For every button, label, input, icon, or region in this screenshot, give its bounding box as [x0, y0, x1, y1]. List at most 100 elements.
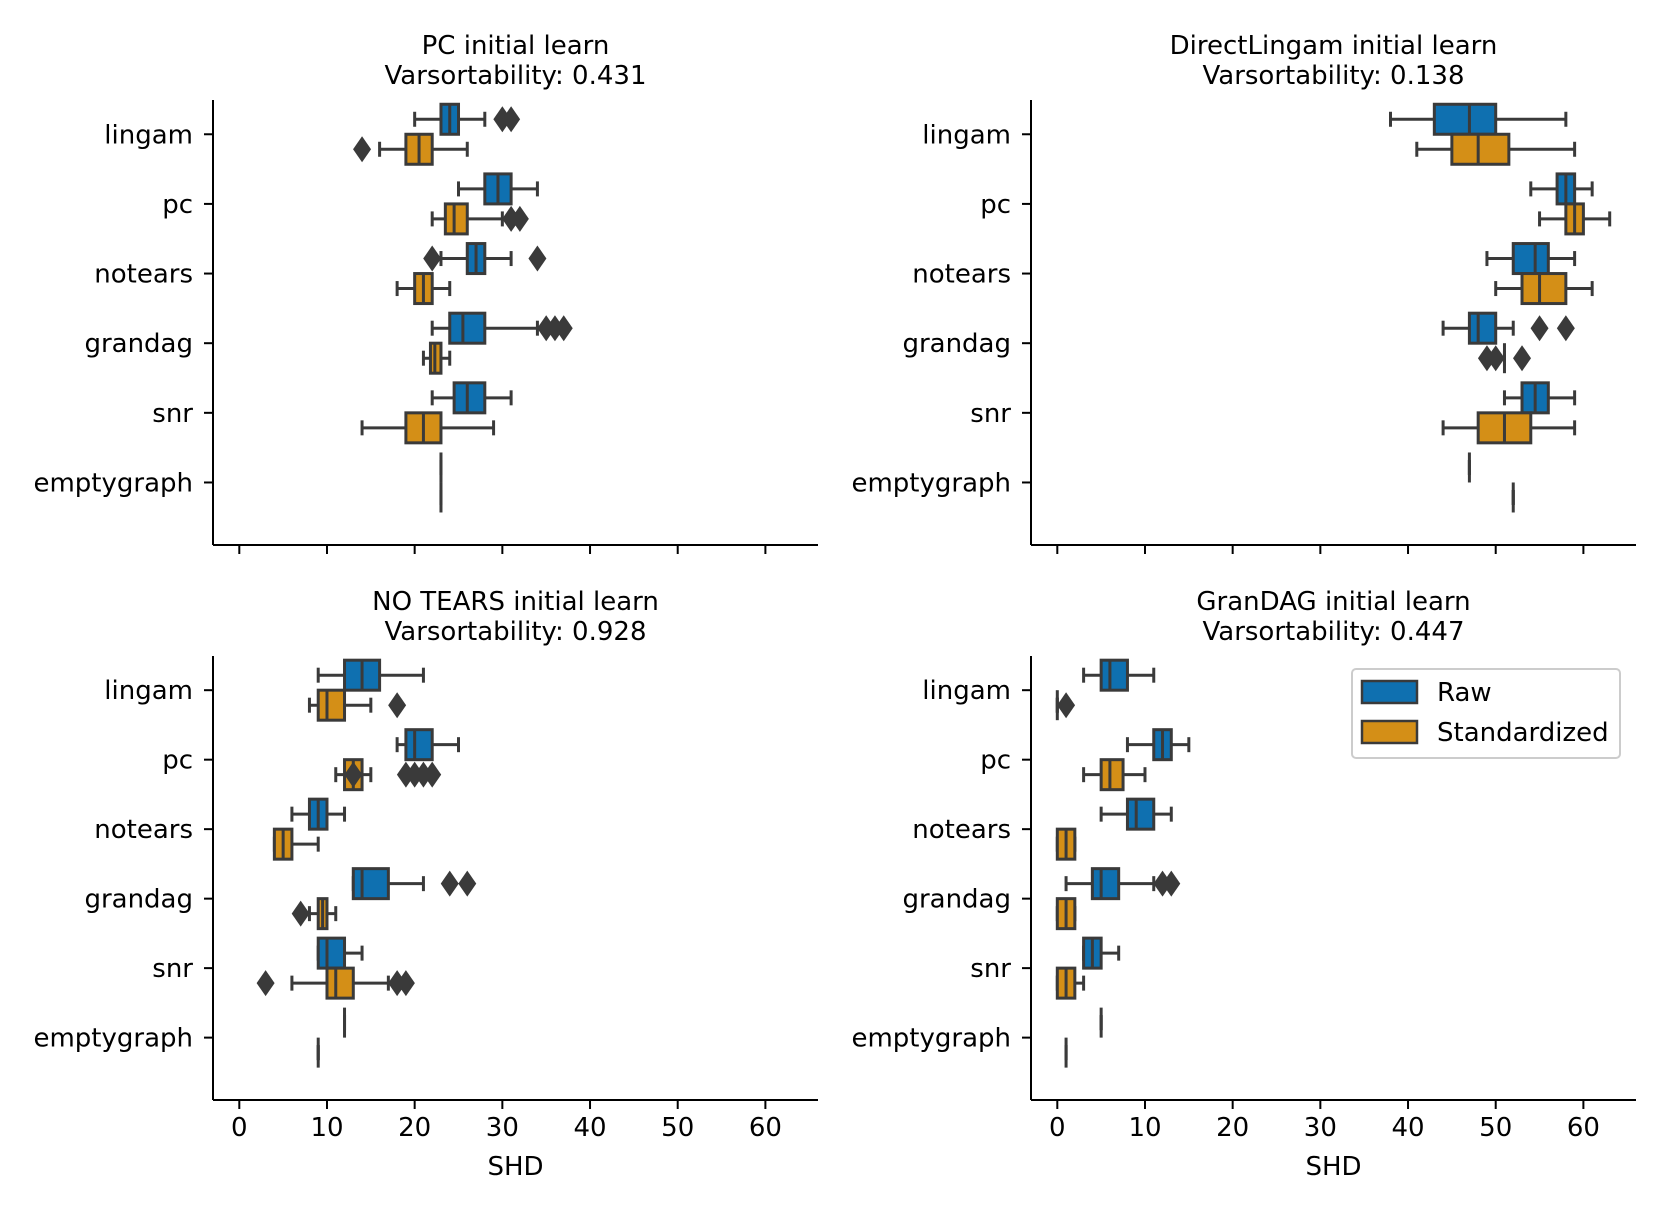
legend-standardized-swatch	[1360, 719, 1419, 745]
box-snr	[1502, 381, 1577, 415]
x-axis-label: SHD	[1305, 1152, 1361, 1182]
y-tick-label: lingam	[922, 676, 1011, 706]
y-tick-label: pc	[980, 190, 1011, 220]
y-tick-label: emptygraph	[851, 1024, 1011, 1054]
series-raw	[413, 102, 573, 483]
series-standardized	[1055, 690, 1147, 1068]
x-tick-label: 10	[310, 1113, 343, 1143]
box-grandag	[1477, 343, 1532, 374]
box-snr	[360, 411, 496, 445]
outlier-marker	[528, 245, 547, 272]
x-tick-label: 20	[398, 1113, 431, 1143]
panel-subtitle: Varsortability: 0.431	[385, 61, 647, 91]
panel-subtitle: Varsortability: 0.447	[1203, 617, 1465, 647]
legend-raw-label: Raw	[1437, 678, 1492, 708]
x-axis-label: SHD	[487, 1152, 543, 1182]
box-lingam	[307, 688, 407, 722]
box-lingam	[1082, 658, 1156, 692]
iqr-box	[452, 381, 487, 415]
iqr-box	[404, 728, 434, 762]
series-standardized	[1415, 132, 1612, 513]
box-grandag	[1055, 897, 1077, 931]
box-snr	[1441, 411, 1577, 445]
y-tick-label: emptygraph	[33, 468, 193, 498]
box-notears	[272, 827, 320, 861]
outlier-marker	[256, 970, 275, 997]
box-notears	[1494, 272, 1594, 306]
outlier-marker	[344, 761, 363, 788]
box-notears	[423, 242, 547, 276]
x-tick-label: 40	[573, 1113, 606, 1143]
y-tick-label: lingam	[104, 676, 193, 706]
x-tick-label: 60	[749, 1113, 782, 1143]
x-tick-label: 0	[1049, 1113, 1066, 1143]
box-lingam	[1415, 132, 1577, 166]
legend-raw-swatch	[1360, 679, 1419, 705]
outlier-marker	[1513, 345, 1532, 372]
box-notears	[395, 272, 452, 306]
iqr-box	[1432, 102, 1498, 136]
box-notears	[290, 797, 347, 831]
outlier-marker	[510, 205, 529, 232]
legend-frame	[1351, 668, 1621, 759]
x-tick-label: 0	[231, 1113, 248, 1143]
box-grandag	[291, 897, 338, 931]
outlier-marker	[458, 870, 477, 897]
y-tick-label: emptygraph	[851, 468, 1011, 498]
box-pc	[1125, 728, 1191, 762]
outlier-marker	[1556, 315, 1575, 342]
y-tick-label: snr	[970, 954, 1011, 984]
outlier-marker	[423, 245, 442, 272]
iqr-box	[1099, 658, 1129, 692]
outlier-marker	[396, 970, 415, 997]
y-tick-label: snr	[152, 954, 193, 984]
box-pc	[395, 728, 461, 762]
y-tick-label: notears	[94, 815, 193, 845]
box-grandag	[1064, 867, 1181, 901]
box-snr	[1055, 966, 1086, 1000]
box-snr	[256, 966, 415, 1000]
panel-subtitle: Varsortability: 0.928	[385, 617, 647, 647]
box-grandag	[1441, 311, 1575, 345]
iqr-box	[1090, 867, 1121, 901]
panel-subtitle: Varsortability: 0.138	[1203, 61, 1465, 91]
outlier-marker	[1057, 692, 1076, 719]
series-raw	[1064, 658, 1191, 1038]
x-tick-label: 10	[1128, 1113, 1161, 1143]
box-snr	[1082, 936, 1121, 970]
series-raw	[290, 658, 477, 1038]
y-tick-label: snr	[970, 399, 1011, 429]
box-pc	[1082, 758, 1147, 792]
box-pc	[430, 202, 529, 236]
legend: Raw Standardized	[1351, 668, 1621, 759]
x-tick-label: 50	[1479, 1113, 1512, 1143]
iqr-box	[1125, 797, 1156, 831]
y-tick-label: lingam	[922, 120, 1011, 150]
y-tick-label: pc	[162, 746, 193, 776]
box-lingam	[1388, 102, 1568, 136]
outlier-marker	[1530, 315, 1549, 342]
x-tick-label: 50	[661, 1113, 694, 1143]
y-tick-label: grandag	[84, 885, 193, 915]
outlier-marker	[353, 136, 372, 163]
box-snr	[316, 936, 364, 970]
y-tick-label: pc	[162, 190, 193, 220]
y-tick-label: lingam	[104, 120, 193, 150]
iqr-box	[325, 966, 355, 1000]
box-notears	[1099, 797, 1173, 831]
y-tick-label: pc	[980, 746, 1011, 776]
y-tick-label: grandag	[84, 329, 193, 359]
iqr-box	[443, 202, 469, 236]
box-pc	[457, 172, 539, 206]
outlier-marker	[291, 900, 310, 927]
outlier-marker	[1162, 870, 1181, 897]
iqr-box	[448, 311, 487, 345]
iqr-box	[351, 867, 390, 901]
iqr-box	[1450, 132, 1511, 166]
panel-2: DirectLingam initial learnVarsortability…	[851, 31, 1636, 554]
x-tick-label: 60	[1567, 1113, 1600, 1143]
panel-title: DirectLingam initial learn	[1170, 31, 1498, 61]
